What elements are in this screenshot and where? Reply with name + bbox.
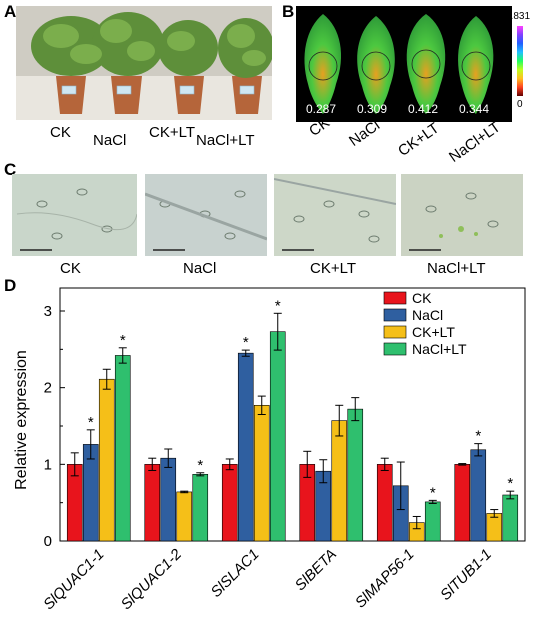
x-tick-label: SlTUB1-1 [437, 546, 495, 604]
stomata-image-cklt [274, 178, 396, 251]
stomata-image-nacl [145, 190, 267, 251]
panel-a-letter: A [4, 2, 17, 21]
panel-b-value-cklt: 0.412 [408, 102, 439, 116]
legend-swatch [383, 342, 407, 356]
bar [347, 408, 364, 542]
panel-b-value-nacllt: 0.344 [459, 102, 490, 116]
tomato-plants-photo [16, 6, 272, 120]
panel-b-letter: B [282, 2, 295, 21]
color-scale-bar [517, 26, 523, 96]
significance-star: * [430, 484, 436, 501]
bar [454, 464, 471, 542]
panel-b-image: 0.287 0.309 0.412 0.344 [296, 6, 512, 122]
legend-label: NaCl+LT [412, 341, 467, 357]
panel-c-label-nacl: NaCl [183, 260, 217, 277]
significance-star: * [475, 428, 481, 445]
micrograph-cklt [274, 174, 396, 256]
panel-c-label-ck: CK [60, 260, 81, 277]
bar [269, 331, 286, 542]
bar [144, 464, 161, 542]
bar [114, 355, 131, 542]
legend-label: CK+LT [412, 324, 455, 340]
significance-star: * [88, 414, 94, 431]
x-tick-label: SlQUAC1-2 [118, 545, 186, 613]
legend-swatch [383, 291, 407, 305]
micrograph-ck [12, 174, 137, 256]
bar [98, 378, 115, 542]
panel-a-label-cklt: CK+LT [149, 124, 195, 141]
significance-star: * [197, 457, 203, 474]
legend-label: CK [412, 290, 432, 306]
y-tick-label: 2 [44, 380, 52, 397]
bar [237, 352, 254, 542]
panel-a-photo [16, 6, 272, 120]
legend-label: NaCl [412, 307, 443, 323]
bar [160, 457, 177, 542]
micrograph-nacl [145, 174, 267, 256]
leaf-fluorescence-image [304, 14, 494, 114]
stomata-image-ck [16, 188, 137, 251]
bar [470, 449, 487, 542]
legend-swatch [383, 325, 407, 339]
significance-star: * [120, 332, 126, 349]
bar [376, 464, 393, 542]
bar [502, 494, 519, 542]
color-scale-min: 0 [517, 99, 523, 110]
bar [192, 473, 209, 542]
micrograph-nacllt [401, 174, 523, 256]
bar [176, 491, 193, 542]
stomata-image-nacllt [409, 192, 499, 251]
bar [424, 501, 441, 542]
bar [253, 404, 270, 542]
color-scale-max: 0.831 [505, 11, 531, 22]
y-tick-label: 3 [44, 303, 52, 320]
x-tick-label: SlMAP56-1 [352, 546, 418, 612]
panel-c-label-cklt: CK+LT [310, 260, 356, 277]
plot-frame [59, 287, 526, 542]
significance-star: * [507, 475, 513, 492]
x-tick-label: SlQUAC1-1 [40, 546, 107, 613]
bar [221, 464, 238, 542]
x-tick-label: SlSLAC1 [208, 546, 263, 601]
panel-c-label-nacllt: NaCl+LT [427, 260, 486, 277]
panel-d-letter: D [4, 276, 17, 295]
significance-star: * [275, 297, 281, 314]
panel-b-value-ck: 0.287 [306, 102, 337, 116]
bar [331, 420, 348, 542]
panel-b-value-nacl: 0.309 [357, 102, 388, 116]
panel-a-label-nacl: NaCl [93, 132, 127, 149]
legend-swatch [383, 308, 407, 322]
y-tick-label: 0 [44, 533, 52, 550]
panel-a-label-nacllt: NaCl+LT [196, 132, 255, 149]
panel-a-label-ck: CK [50, 124, 71, 141]
x-tick-label: SlBETA [292, 546, 340, 594]
significance-star: * [243, 334, 249, 351]
y-tick-label: 1 [44, 456, 52, 473]
